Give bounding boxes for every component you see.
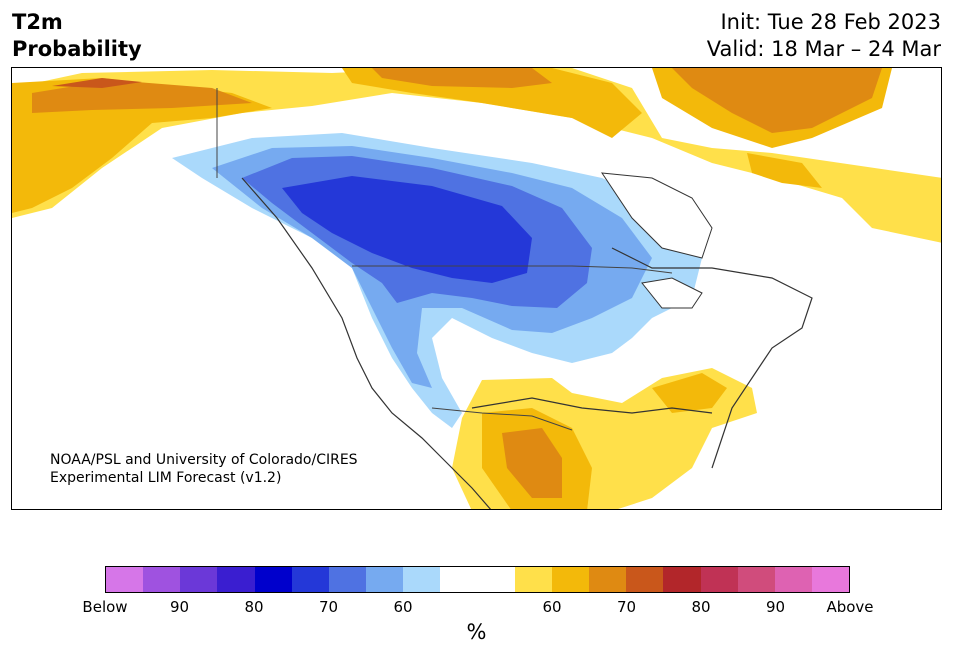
title-line-1: T2m	[12, 10, 63, 34]
coastline-west	[241, 177, 492, 509]
colorbar-segment	[180, 567, 218, 592]
colorbar-segment	[700, 567, 738, 592]
border-canada-us	[352, 265, 673, 274]
colorbar-segment	[514, 567, 552, 592]
map-title: T2m Probability	[12, 9, 142, 63]
colorbar-segment	[403, 567, 441, 592]
colorbar-tick-label: 90	[765, 598, 786, 616]
colorbar-tick-label: 80	[244, 598, 264, 616]
valid-dates: Valid: 18 Mar – 24 Mar	[706, 37, 941, 61]
colorbar-segment	[551, 567, 590, 592]
cold-90	[282, 176, 532, 283]
colorbar-segment	[440, 567, 478, 592]
credit-line-2: Experimental LIM Forecast (v1.2)	[50, 470, 282, 486]
colorbar	[105, 566, 850, 593]
warm-90-alaska	[52, 78, 142, 88]
colorbar-segment	[254, 567, 292, 592]
title-line-2: Probability	[12, 37, 142, 61]
colorbar-segment	[663, 567, 701, 592]
warm-80-greenland	[672, 68, 882, 133]
colorbar-tick-label: 90	[169, 598, 190, 616]
credit-line-1: NOAA/PSL and University of Colorado/CIRE…	[50, 452, 358, 468]
map-canvas	[12, 68, 941, 509]
great-lakes	[641, 277, 703, 309]
colorbar-tick-label: 70	[616, 598, 637, 616]
hudson-bay	[600, 172, 713, 259]
colorbar-tick-label: 70	[318, 598, 339, 616]
init-date: Init: Tue 28 Feb 2023	[720, 10, 941, 34]
colorbar-ticks: Below 90 80 70 60 60 70 80 90 Above	[82, 598, 873, 618]
colorbar-segment	[291, 567, 329, 592]
colorbar-segment	[811, 567, 850, 592]
colorbar-segment	[143, 567, 181, 592]
credit-text: NOAA/PSL and University of Colorado/CIRE…	[50, 451, 358, 487]
colorbar-unit: %	[466, 620, 487, 644]
warm-80-alaska	[32, 80, 252, 113]
warm-80-mexico	[502, 428, 562, 498]
colorbar-tick-label: 60	[542, 598, 562, 616]
warm-70-arctic	[342, 68, 642, 138]
colorbar-segment	[217, 567, 255, 592]
colorbar-tick-label: Above	[826, 598, 874, 616]
warm-70-labrador	[747, 153, 822, 188]
colorbar-segment	[626, 567, 664, 592]
forecast-map: NOAA/PSL and University of Colorado/CIRE…	[11, 67, 942, 510]
colorbar-tick-label: 80	[691, 598, 711, 616]
warm-70-alaska	[12, 78, 272, 213]
colorbar-tick-label: 60	[393, 598, 413, 616]
warm-80-arctic	[372, 68, 552, 88]
colorbar-segment	[328, 567, 367, 592]
forecast-dates: Init: Tue 28 Feb 2023 Valid: 18 Mar – 24…	[707, 9, 941, 63]
colorbar-segment	[106, 567, 144, 592]
colorbar-segment	[366, 567, 404, 592]
colorbar-tick-label: Below	[82, 598, 128, 616]
colorbar-segment	[589, 567, 627, 592]
coastline-east	[611, 247, 813, 469]
colorbar-segment	[477, 567, 515, 592]
warm-70-southeast	[652, 373, 727, 413]
border-us-mexico	[431, 407, 573, 431]
colorbar-segment	[737, 567, 775, 592]
coastline-gulf	[471, 397, 713, 414]
colorbar-segment	[774, 567, 812, 592]
